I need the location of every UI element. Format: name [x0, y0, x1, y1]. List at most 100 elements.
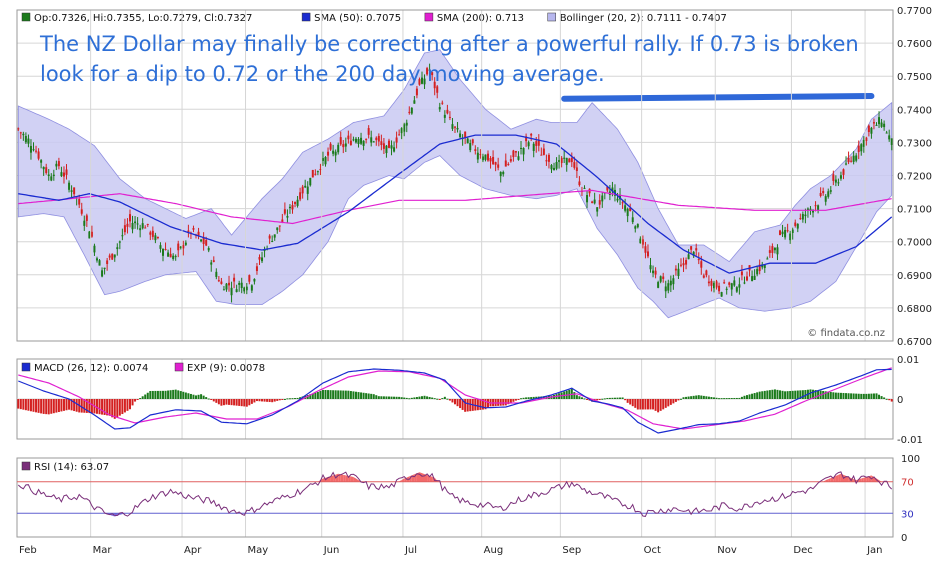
- macd-hist-bar: [248, 399, 250, 405]
- macd-hist-bar: [599, 399, 601, 400]
- macd-hist-bar: [182, 392, 184, 399]
- macd-hist-bar: [406, 398, 408, 399]
- price-y-tick-label: 0.6700: [897, 337, 932, 348]
- macd-hist-bar: [192, 395, 194, 399]
- macd-hist-bar: [759, 392, 761, 399]
- macd-hist-bar: [685, 397, 687, 399]
- macd-hist-bar: [238, 399, 240, 406]
- macd-hist-bar: [576, 395, 578, 399]
- macd-hist-bar: [875, 393, 877, 399]
- rsi-overbought-fill: [420, 472, 423, 482]
- macd-hist-bar: [63, 399, 65, 411]
- macd-hist-bar: [743, 396, 745, 399]
- macd-hist-bar: [68, 399, 70, 410]
- macd-hist-bar: [637, 399, 639, 409]
- price-y-tick-label: 0.7000: [897, 238, 932, 249]
- macd-hist-bar: [716, 398, 718, 399]
- macd-hist-bar: [360, 392, 362, 399]
- macd-hist-bar: [187, 393, 189, 399]
- macd-hist-bar: [175, 390, 177, 399]
- x-tick-label: Oct: [644, 545, 661, 556]
- macd-hist-bar: [111, 399, 113, 417]
- x-tick-label: Jan: [866, 545, 882, 556]
- macd-hist-bar: [119, 399, 121, 416]
- macd-hist-bar: [642, 399, 644, 409]
- macd-hist-bar: [888, 399, 890, 400]
- x-tick-label: Nov: [717, 545, 737, 556]
- macd-hist-bar: [708, 397, 710, 399]
- macd-hist-bar: [180, 391, 182, 399]
- bollinger-icon: [548, 13, 556, 21]
- macd-hist-bar: [756, 392, 758, 399]
- macd-hist-bar: [731, 398, 733, 399]
- macd-hist-bar: [802, 390, 804, 399]
- macd-hist-bar: [198, 395, 200, 399]
- macd-hist-bar: [700, 396, 702, 399]
- macd-hist-bar: [251, 399, 253, 404]
- macd-hist-bar: [449, 399, 451, 401]
- macd-hist-bar: [617, 398, 619, 399]
- macd-hist-bar: [751, 394, 753, 399]
- macd-hist-bar: [741, 397, 743, 399]
- macd-hist-bar: [137, 399, 139, 400]
- x-tick-label: Sep: [562, 545, 581, 556]
- legend: RSI (14): 63.07: [22, 462, 109, 473]
- macd-hist-bar: [688, 397, 690, 399]
- candle: [88, 231, 90, 239]
- rsi-y-tick-label: 30: [901, 509, 914, 520]
- macd-hist-bar: [451, 399, 453, 402]
- macd-hist-bar: [355, 392, 357, 399]
- macd-hist-bar: [655, 399, 657, 411]
- macd-hist-bar: [205, 397, 207, 399]
- macd-hist-bar: [891, 399, 893, 402]
- macd-hist-bar: [116, 399, 118, 417]
- legend-label: RSI (14): 63.07: [34, 462, 109, 473]
- macd-hist-bar: [33, 399, 35, 412]
- macd-hist-bar: [281, 399, 283, 400]
- macd-hist-bar: [459, 399, 461, 408]
- macd-hist-bar: [243, 399, 245, 406]
- macd-hist-bar: [769, 390, 771, 399]
- macd-hist-bar: [830, 392, 832, 399]
- macd-hist-bar: [335, 390, 337, 399]
- macd-hist-bar: [279, 399, 281, 400]
- macd-hist-bar: [639, 399, 641, 409]
- macd-hist-bar: [319, 391, 321, 399]
- macd-hist-bar: [723, 398, 725, 399]
- macd-hist-bar: [431, 398, 433, 399]
- macd-hist-bar: [215, 399, 217, 403]
- macd-hist-bar: [347, 391, 349, 399]
- macd-hist-bar: [832, 392, 834, 399]
- macd-hist-bar: [408, 398, 410, 399]
- x-tick-label: Mar: [93, 545, 113, 556]
- price-y-tick-label: 0.7400: [897, 105, 932, 116]
- macd-hist-bar: [878, 395, 880, 399]
- macd-hist-bar: [185, 393, 187, 399]
- macd-hist-bar: [517, 399, 519, 400]
- macd-hist-bar: [388, 397, 390, 399]
- legend-label: SMA (200): 0.713: [437, 13, 524, 24]
- macd-hist-bar: [439, 399, 441, 400]
- macd-hist-bar: [22, 399, 24, 410]
- rsi-overbought-fill: [838, 474, 841, 482]
- macd-hist-bar: [606, 398, 608, 399]
- legend-label: Bollinger (20, 2): 0.7111 - 0.7407: [560, 13, 727, 24]
- macd-hist-bar: [675, 399, 677, 402]
- macd-y-tick-label: 0.01: [897, 355, 919, 366]
- macd-hist-bar: [873, 393, 875, 399]
- macd-hist-bar: [809, 389, 811, 399]
- macd-hist-bar: [291, 398, 293, 399]
- macd-hist-bar: [236, 399, 238, 406]
- macd-hist-bar: [644, 399, 646, 409]
- x-tick-label: Jul: [404, 545, 417, 556]
- macd-hist-bar: [256, 399, 258, 401]
- macd-y-tick-label: -0.01: [897, 435, 923, 446]
- macd-hist-bar: [396, 397, 398, 399]
- candle: [312, 170, 314, 178]
- macd-hist-bar: [528, 397, 530, 399]
- macd-hist-bar: [779, 390, 781, 399]
- macd-hist-bar: [718, 398, 720, 399]
- macd-hist-bar: [436, 399, 438, 400]
- resistance-line: [564, 96, 871, 99]
